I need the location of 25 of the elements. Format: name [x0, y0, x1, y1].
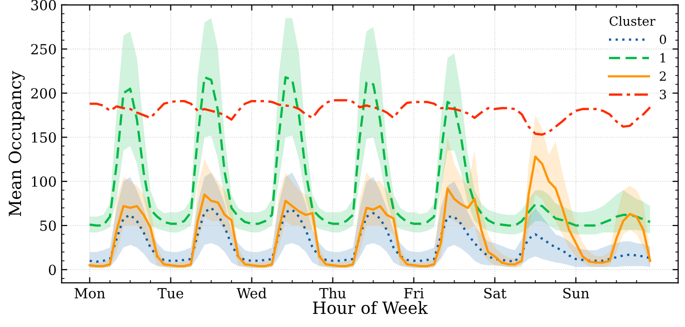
y-tick-label: 300	[31, 0, 56, 10]
legend-label: 1	[660, 53, 666, 62]
x-tick-label: Sat	[484, 288, 506, 298]
x-tick-label: Thu	[319, 288, 346, 298]
x-tick-label: Fri	[404, 288, 424, 298]
x-axis-title: Hour of Week	[312, 301, 428, 314]
line-series	[88, 206, 652, 263]
y-tick-label: 100	[32, 176, 56, 187]
x-tick-label: Wed	[236, 288, 266, 298]
y-tick-label: 200	[31, 88, 56, 99]
x-tick-label: Tue	[158, 288, 184, 298]
legend-label: 0	[660, 34, 666, 44]
y-tick-label: 0	[48, 264, 56, 276]
legend-label: 3	[660, 90, 666, 100]
x-tick-label: Sun	[563, 288, 590, 298]
legend-label: 2	[660, 71, 666, 81]
line-series	[88, 76, 652, 227]
legend-title: Cluster	[610, 16, 656, 26]
x-tick-label: Mon	[74, 288, 106, 298]
y-tick-label: 150	[32, 132, 56, 143]
y-tick-label: 50	[40, 220, 56, 231]
y-tick-label: 250	[31, 44, 56, 54]
y-axis-title: Mean Occupancy	[8, 70, 25, 216]
line-series	[88, 99, 652, 136]
line-series	[88, 156, 652, 268]
